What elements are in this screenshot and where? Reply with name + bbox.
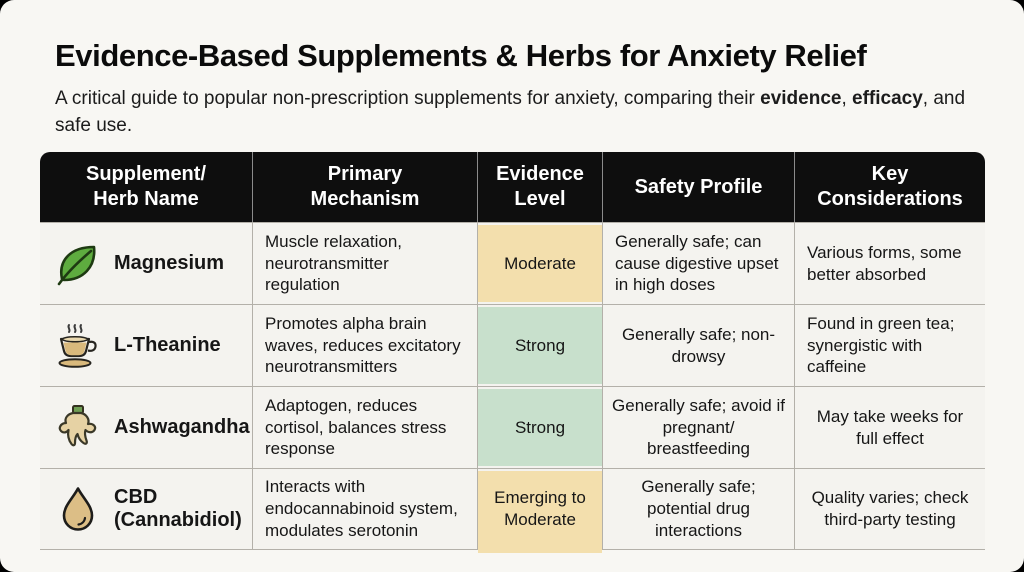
key-considerations-cell: Found in green tea; synergistic with caf… xyxy=(795,304,985,386)
key-considerations-cell: Quality varies; check third-party testin… xyxy=(795,468,985,550)
root-icon xyxy=(54,404,102,452)
subtitle-segment: , xyxy=(841,88,853,109)
column-header-safety: Safety Profile xyxy=(603,152,795,222)
evidence-cell: Strong xyxy=(478,386,603,468)
supplement-name: Ashwagandha xyxy=(114,416,250,438)
safety-cell: Generally safe; avoid if pregnant/ breas… xyxy=(603,386,795,468)
evidence-cell: Strong xyxy=(478,304,603,386)
evidence-highlight xyxy=(478,471,602,553)
droplet-icon xyxy=(54,485,102,533)
supplement-name: CBD (Cannabidiol) xyxy=(114,486,242,531)
page-title: Evidence-Based Supplements & Herbs for A… xyxy=(55,38,867,73)
table-row-name-cbd: CBD (Cannabidiol) xyxy=(40,468,253,550)
evidence-level: Strong xyxy=(514,417,566,437)
column-header-mechanism: Primary Mechanism xyxy=(253,152,478,222)
evidence-highlight xyxy=(478,307,602,384)
table-row-name-magnesium: Magnesium xyxy=(40,222,253,304)
safety-cell: Generally safe; potential drug interacti… xyxy=(603,468,795,550)
mechanism-cell: Promotes alpha brain waves, reduces exci… xyxy=(253,304,478,386)
leaf-icon xyxy=(54,240,102,288)
evidence-cell: Moderate xyxy=(478,222,603,304)
subtitle-segment: , and safe use. xyxy=(55,88,966,136)
safety-cell: Generally safe; non-drowsy xyxy=(603,304,795,386)
evidence-level: Emerging to Moderate xyxy=(494,488,586,529)
evidence-cell: Emerging to Moderate xyxy=(478,468,603,553)
column-header-key: Key Considerations xyxy=(795,152,985,222)
subtitle-segment: A critical guide to popular non-prescrip… xyxy=(55,88,761,109)
supplement-name: Magnesium xyxy=(114,252,225,274)
column-header-supplement: Supplement/ Herb Name xyxy=(40,152,253,222)
page-subtitle: A critical guide to popular non-prescrip… xyxy=(55,86,975,140)
key-considerations-cell: May take weeks for full effect xyxy=(795,386,985,468)
evidence-level: Strong xyxy=(514,335,566,355)
supplement-name: L-Theanine xyxy=(114,334,221,356)
column-header-evidence: Evidence Level xyxy=(478,152,603,222)
mechanism-cell: Muscle relaxation, neurotransmitter regu… xyxy=(253,222,478,304)
table-row-name-l-theanine: L-Theanine xyxy=(40,304,253,386)
mechanism-cell: Adaptogen, reduces cortisol, balances st… xyxy=(253,386,478,468)
teacup-icon xyxy=(54,322,102,370)
mechanism-cell: Interacts with endocannabinoid system, m… xyxy=(253,468,478,550)
evidence-level: Moderate xyxy=(504,253,576,273)
evidence-highlight xyxy=(478,389,602,466)
evidence-highlight xyxy=(478,225,602,302)
subtitle-segment-bold: efficacy xyxy=(852,88,923,109)
safety-cell: Generally safe; can cause digestive upse… xyxy=(603,222,795,304)
subtitle-segment-bold: evidence xyxy=(760,88,842,109)
supplements-table: Supplement/ Herb Name Primary Mechanism … xyxy=(40,152,985,553)
table-row-name-ashwagandha: Ashwagandha xyxy=(40,386,253,468)
key-considerations-cell: Various forms, some better absorbed xyxy=(795,222,985,304)
